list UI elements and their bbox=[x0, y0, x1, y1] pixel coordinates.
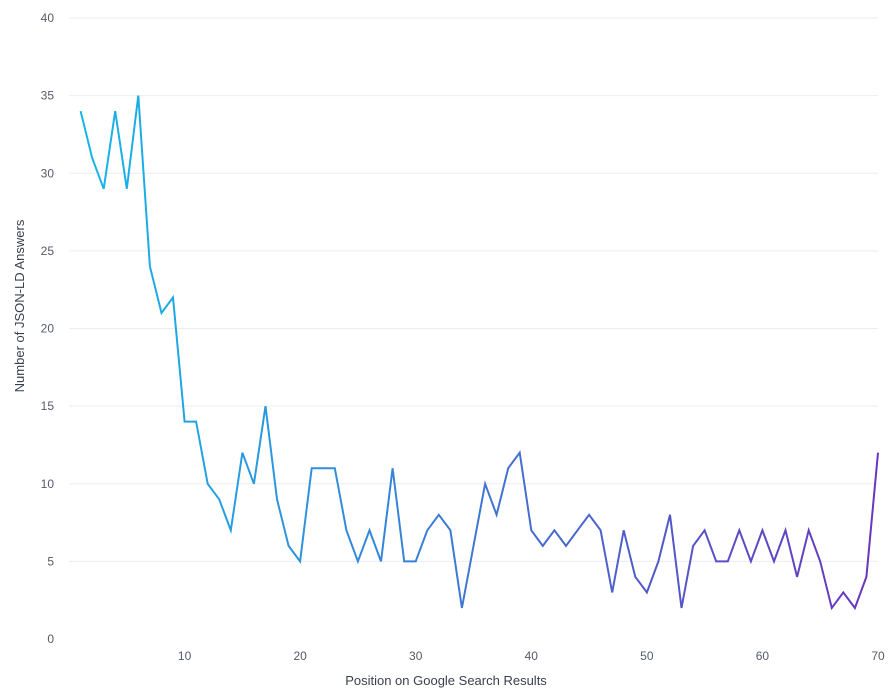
y-tick-label: 40 bbox=[41, 11, 55, 25]
y-tick-label: 15 bbox=[41, 399, 55, 413]
y-tick-label: 30 bbox=[41, 166, 55, 180]
y-axis-ticks: 0 5 10 15 20 25 30 35 40 bbox=[41, 11, 55, 646]
x-tick-label: 10 bbox=[178, 649, 192, 663]
y-axis-title: Number of JSON-LD Answers bbox=[12, 219, 27, 392]
x-axis-ticks: 10 20 30 40 50 60 70 bbox=[178, 649, 885, 663]
x-axis-title: Position on Google Search Results bbox=[345, 673, 547, 688]
y-tick-label: 35 bbox=[41, 89, 55, 103]
y-tick-label: 20 bbox=[41, 322, 55, 336]
y-tick-label: 10 bbox=[41, 477, 55, 491]
y-tick-label: 25 bbox=[41, 244, 55, 258]
series-line-0 bbox=[79, 95, 879, 611]
x-tick-label: 20 bbox=[293, 649, 307, 663]
x-tick-label: 50 bbox=[640, 649, 654, 663]
grid-lines bbox=[69, 17, 878, 562]
x-tick-label: 70 bbox=[871, 649, 885, 663]
x-tick-label: 60 bbox=[756, 649, 770, 663]
series-group bbox=[79, 95, 879, 611]
x-tick-label: 40 bbox=[525, 649, 539, 663]
y-tick-label: 0 bbox=[47, 632, 54, 646]
y-tick-label: 5 bbox=[47, 554, 54, 568]
x-tick-label: 30 bbox=[409, 649, 423, 663]
